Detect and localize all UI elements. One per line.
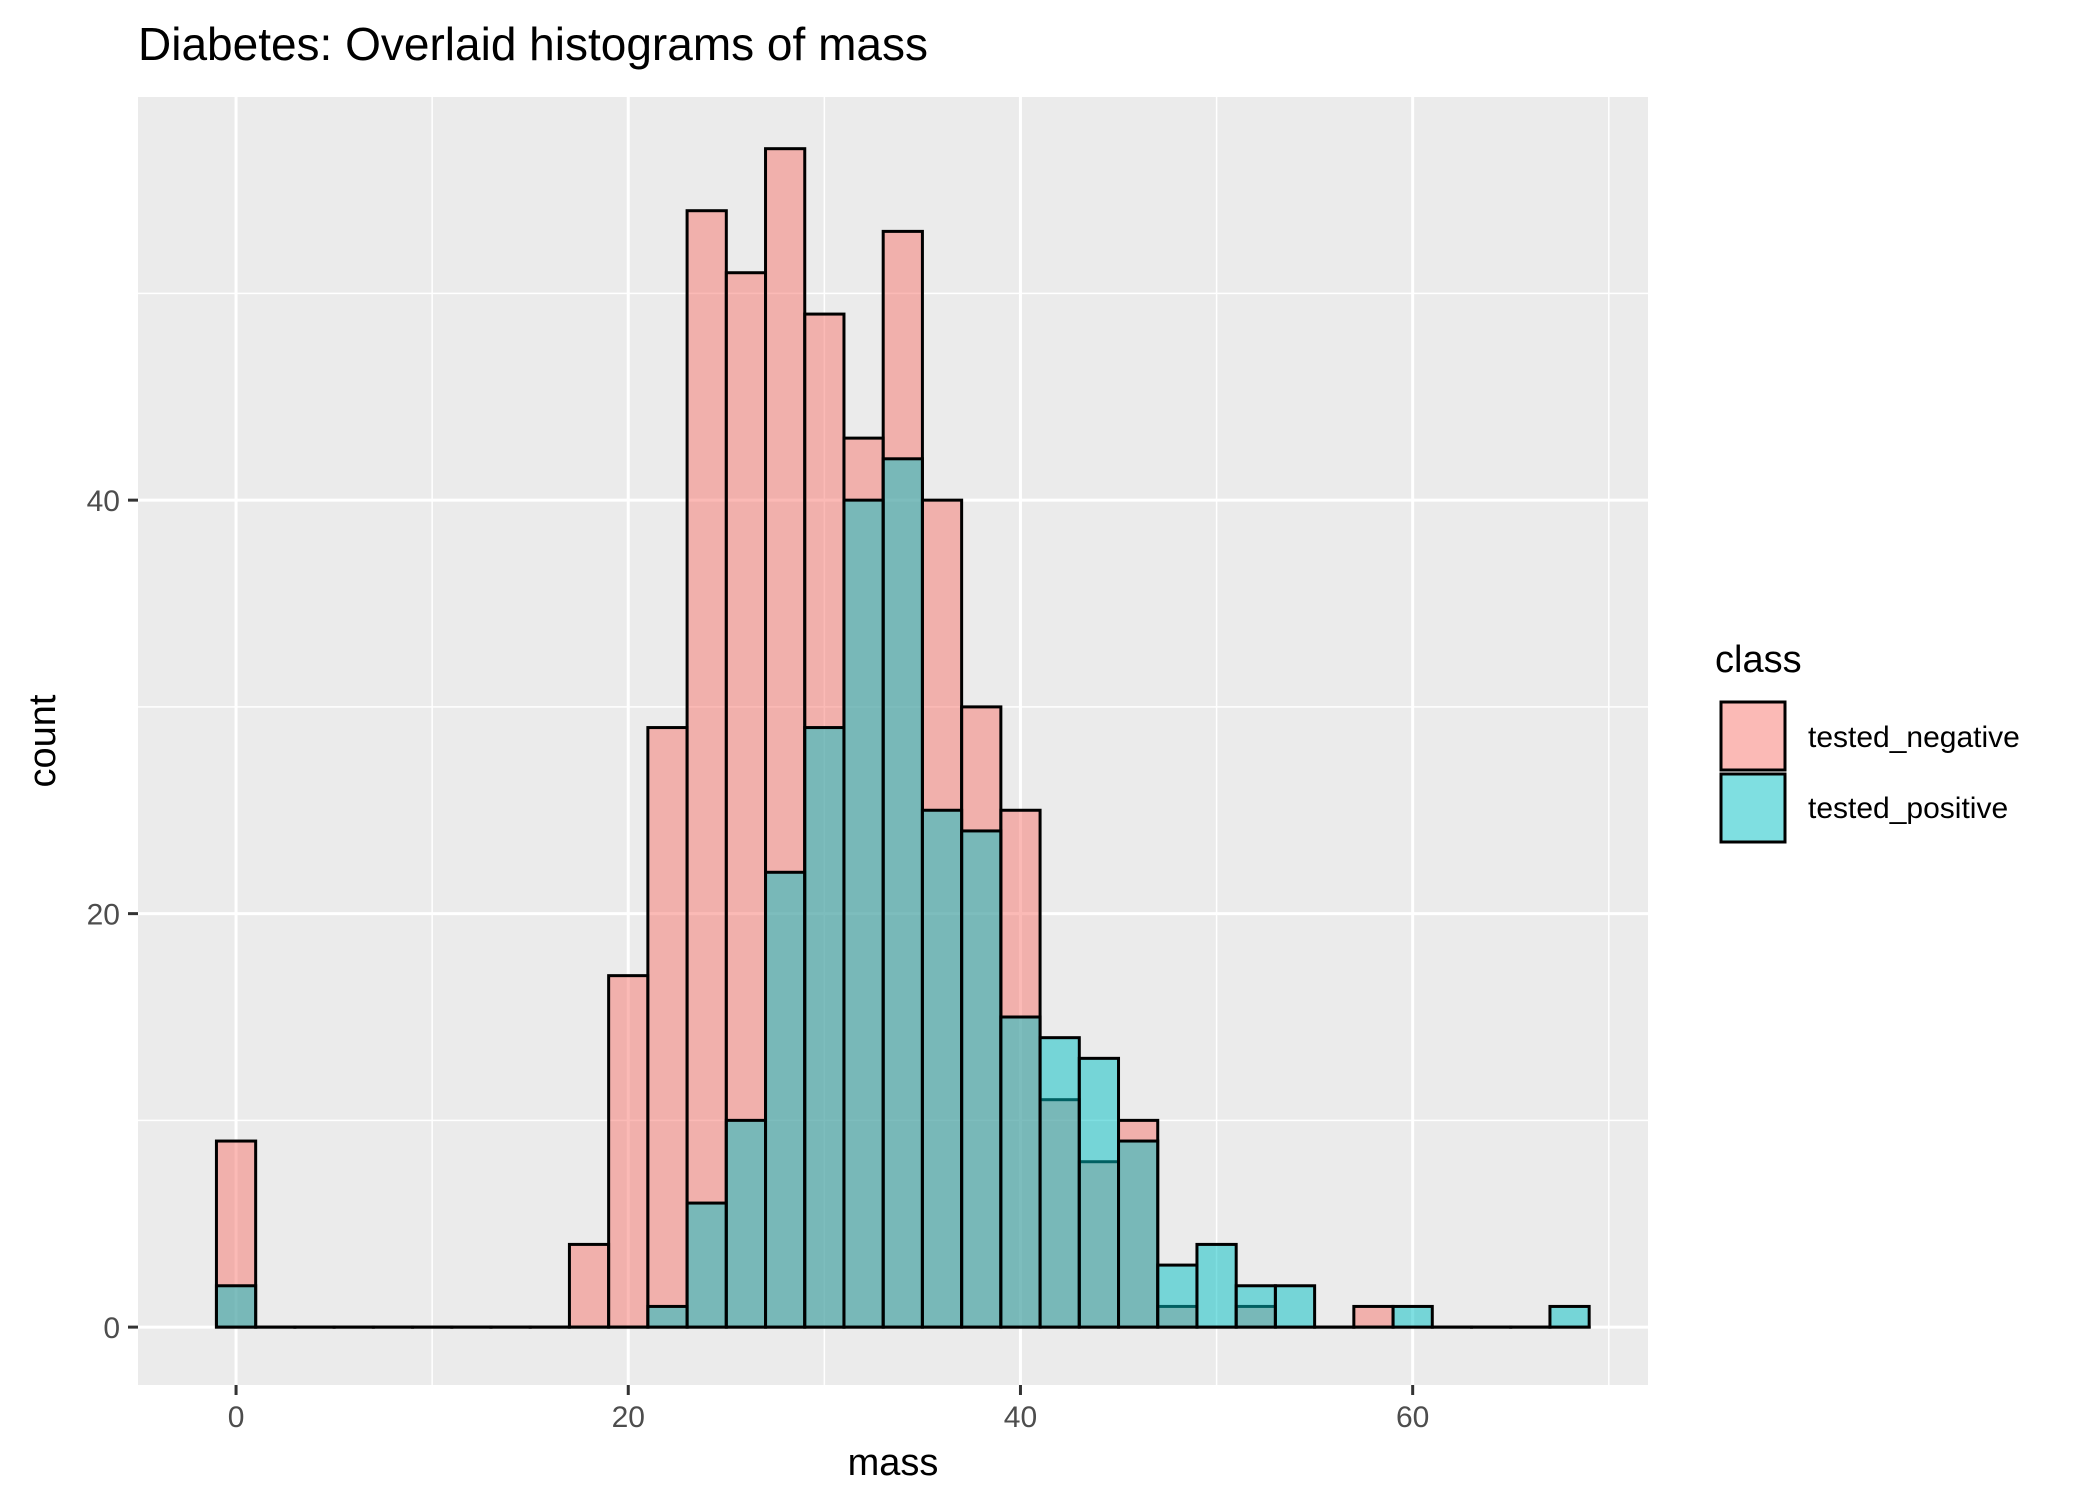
bar-tested-positive — [1391, 1304, 1434, 1329]
bar-tested-positive — [646, 1304, 689, 1329]
x-tick-label: 20 — [612, 1401, 645, 1434]
bar-tested-positive — [842, 498, 885, 1329]
bar-tested-positive — [1156, 1263, 1199, 1329]
y-axis-title: count — [22, 694, 64, 787]
y-tick-label: 20 — [87, 899, 120, 932]
bar-tested-negative — [685, 209, 728, 1329]
chart-title: Diabetes: Overlaid histograms of mass — [138, 18, 928, 70]
series-tested-positive — [214, 457, 1591, 1329]
legend: class tested_negative tested_positive — [1715, 639, 2020, 844]
bar-tested-positive — [881, 457, 924, 1329]
legend-label-tested-negative: tested_negative — [1808, 721, 2020, 754]
legend-label-tested-positive: tested_positive — [1808, 792, 2008, 825]
bar-tested-positive — [1548, 1304, 1591, 1329]
x-axis: 0 20 40 60 — [228, 1385, 1429, 1434]
legend-title: class — [1715, 639, 1802, 681]
x-tick-label: 40 — [1004, 1401, 1037, 1434]
y-axis: 0 20 40 — [87, 485, 138, 1345]
bar-tested-positive — [764, 870, 807, 1329]
x-tick-label: 60 — [1396, 1401, 1429, 1434]
bar-tested-positive — [1117, 1139, 1160, 1329]
bar-tested-negative — [1352, 1304, 1395, 1329]
bar-tested-positive — [960, 829, 1003, 1329]
bar-tested-positive — [685, 1201, 728, 1329]
legend-key-tested-negative — [1719, 700, 1787, 772]
bar-tested-positive — [724, 1118, 768, 1329]
bar-tested-positive — [1234, 1284, 1277, 1329]
bar-tested-positive — [214, 1284, 258, 1329]
bar-tested-positive — [999, 1015, 1042, 1329]
bar-tested-negative — [567, 1242, 611, 1329]
bar-tested-positive — [1077, 1056, 1121, 1329]
bar-tested-positive — [920, 808, 964, 1329]
legend-key-tested-positive — [1719, 772, 1787, 844]
bar-tested-positive — [1195, 1242, 1238, 1329]
bar-tested-negative — [646, 726, 689, 1329]
bar-tested-negative — [607, 974, 650, 1329]
y-tick-label: 0 — [103, 1312, 120, 1345]
x-tick-label: 0 — [228, 1401, 245, 1434]
bar-tested-positive — [1273, 1284, 1317, 1329]
bar-tested-positive — [1038, 1036, 1081, 1329]
bar-tested-positive — [803, 726, 846, 1329]
x-axis-title: mass — [848, 1442, 939, 1484]
y-tick-label: 40 — [87, 485, 120, 518]
